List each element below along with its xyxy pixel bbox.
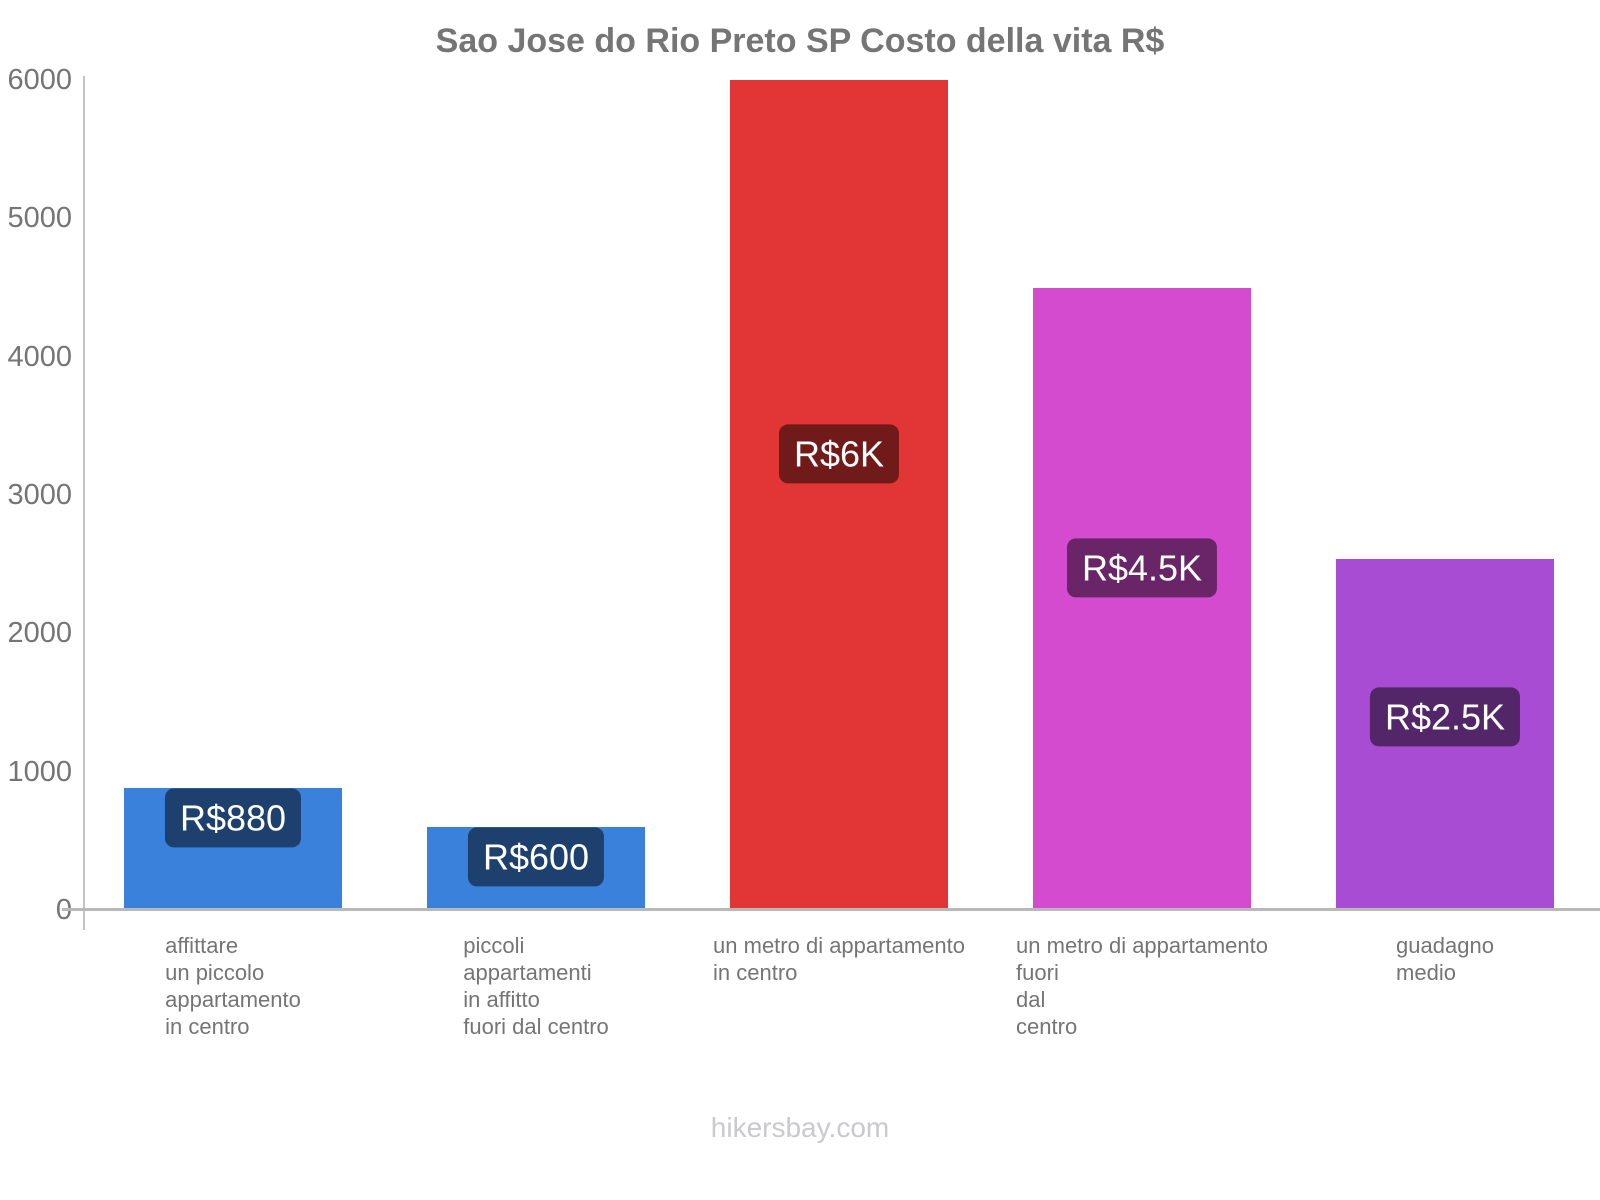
x-axis-category-label-line: dal bbox=[1016, 987, 1046, 1012]
y-axis-tick-label: 1000 bbox=[7, 755, 72, 788]
y-axis-tick-label: 4000 bbox=[7, 340, 72, 373]
bar bbox=[1033, 287, 1251, 910]
y-axis-line bbox=[83, 76, 85, 930]
x-axis-category-label: piccoli appartamenti in affitto fuori dal c… bbox=[463, 932, 609, 1040]
bar bbox=[730, 80, 948, 910]
y-axis-tick-label: 5000 bbox=[7, 202, 72, 235]
y-axis-tick-label: 2000 bbox=[7, 617, 72, 650]
x-axis-category-label-line: appartamenti bbox=[463, 960, 592, 985]
bar-value-badge: R$6K bbox=[778, 423, 900, 484]
x-axis-category-label-line: medio bbox=[1396, 960, 1456, 985]
x-axis-category-label-line: guadagno bbox=[1396, 933, 1494, 958]
x-axis-category-label: un metro di appartamento in centro bbox=[713, 932, 965, 986]
x-axis-category-label-line: un piccolo bbox=[165, 960, 265, 985]
chart-title: Sao Jose do Rio Preto SP Costo della vit… bbox=[435, 22, 1165, 60]
x-axis-category-label-line: fuori bbox=[1016, 960, 1059, 985]
bar-value-badge: R$4.5K bbox=[1066, 538, 1218, 598]
x-axis-category-label-line: fuori dal centro bbox=[463, 1014, 609, 1039]
x-axis-category-label-line: affittare bbox=[165, 933, 239, 958]
x-axis-category-label-line: in affitto bbox=[463, 987, 540, 1012]
bar-value-badge: R$880 bbox=[164, 788, 302, 848]
x-axis-category-label-line: un metro di appartamento bbox=[1016, 933, 1268, 958]
bar-value-badge: R$2.5K bbox=[1369, 687, 1521, 747]
x-axis-category-label: affittare un piccolo appartamento in centro bbox=[165, 932, 301, 1040]
y-axis-tick-label: 3000 bbox=[7, 479, 72, 511]
x-axis-category-label-line: centro bbox=[1016, 1014, 1078, 1039]
x-axis-category-label-line: in centro bbox=[713, 960, 798, 985]
x-axis-category-label-line: in centro bbox=[165, 1014, 250, 1039]
watermark-text: hikersbay.com bbox=[710, 1112, 890, 1143]
y-axis-tick-label: 6000 bbox=[7, 64, 72, 96]
x-axis-category-label-line: un metro di appartamento bbox=[713, 933, 965, 958]
x-axis-category-label: un metro di appartamento fuori dal centro bbox=[1016, 932, 1268, 1040]
x-axis-category-label: guadagno medio bbox=[1396, 932, 1494, 986]
bar-value-badge: R$600 bbox=[467, 827, 605, 887]
x-axis-line bbox=[62, 908, 1600, 911]
x-axis-category-label-line: piccoli bbox=[463, 933, 525, 958]
x-axis-category-label-line: appartamento bbox=[165, 987, 301, 1012]
